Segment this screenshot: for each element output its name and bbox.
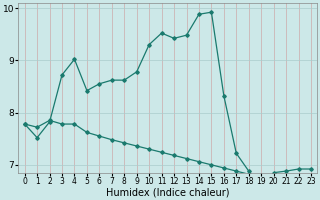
X-axis label: Humidex (Indice chaleur): Humidex (Indice chaleur) (106, 187, 229, 197)
